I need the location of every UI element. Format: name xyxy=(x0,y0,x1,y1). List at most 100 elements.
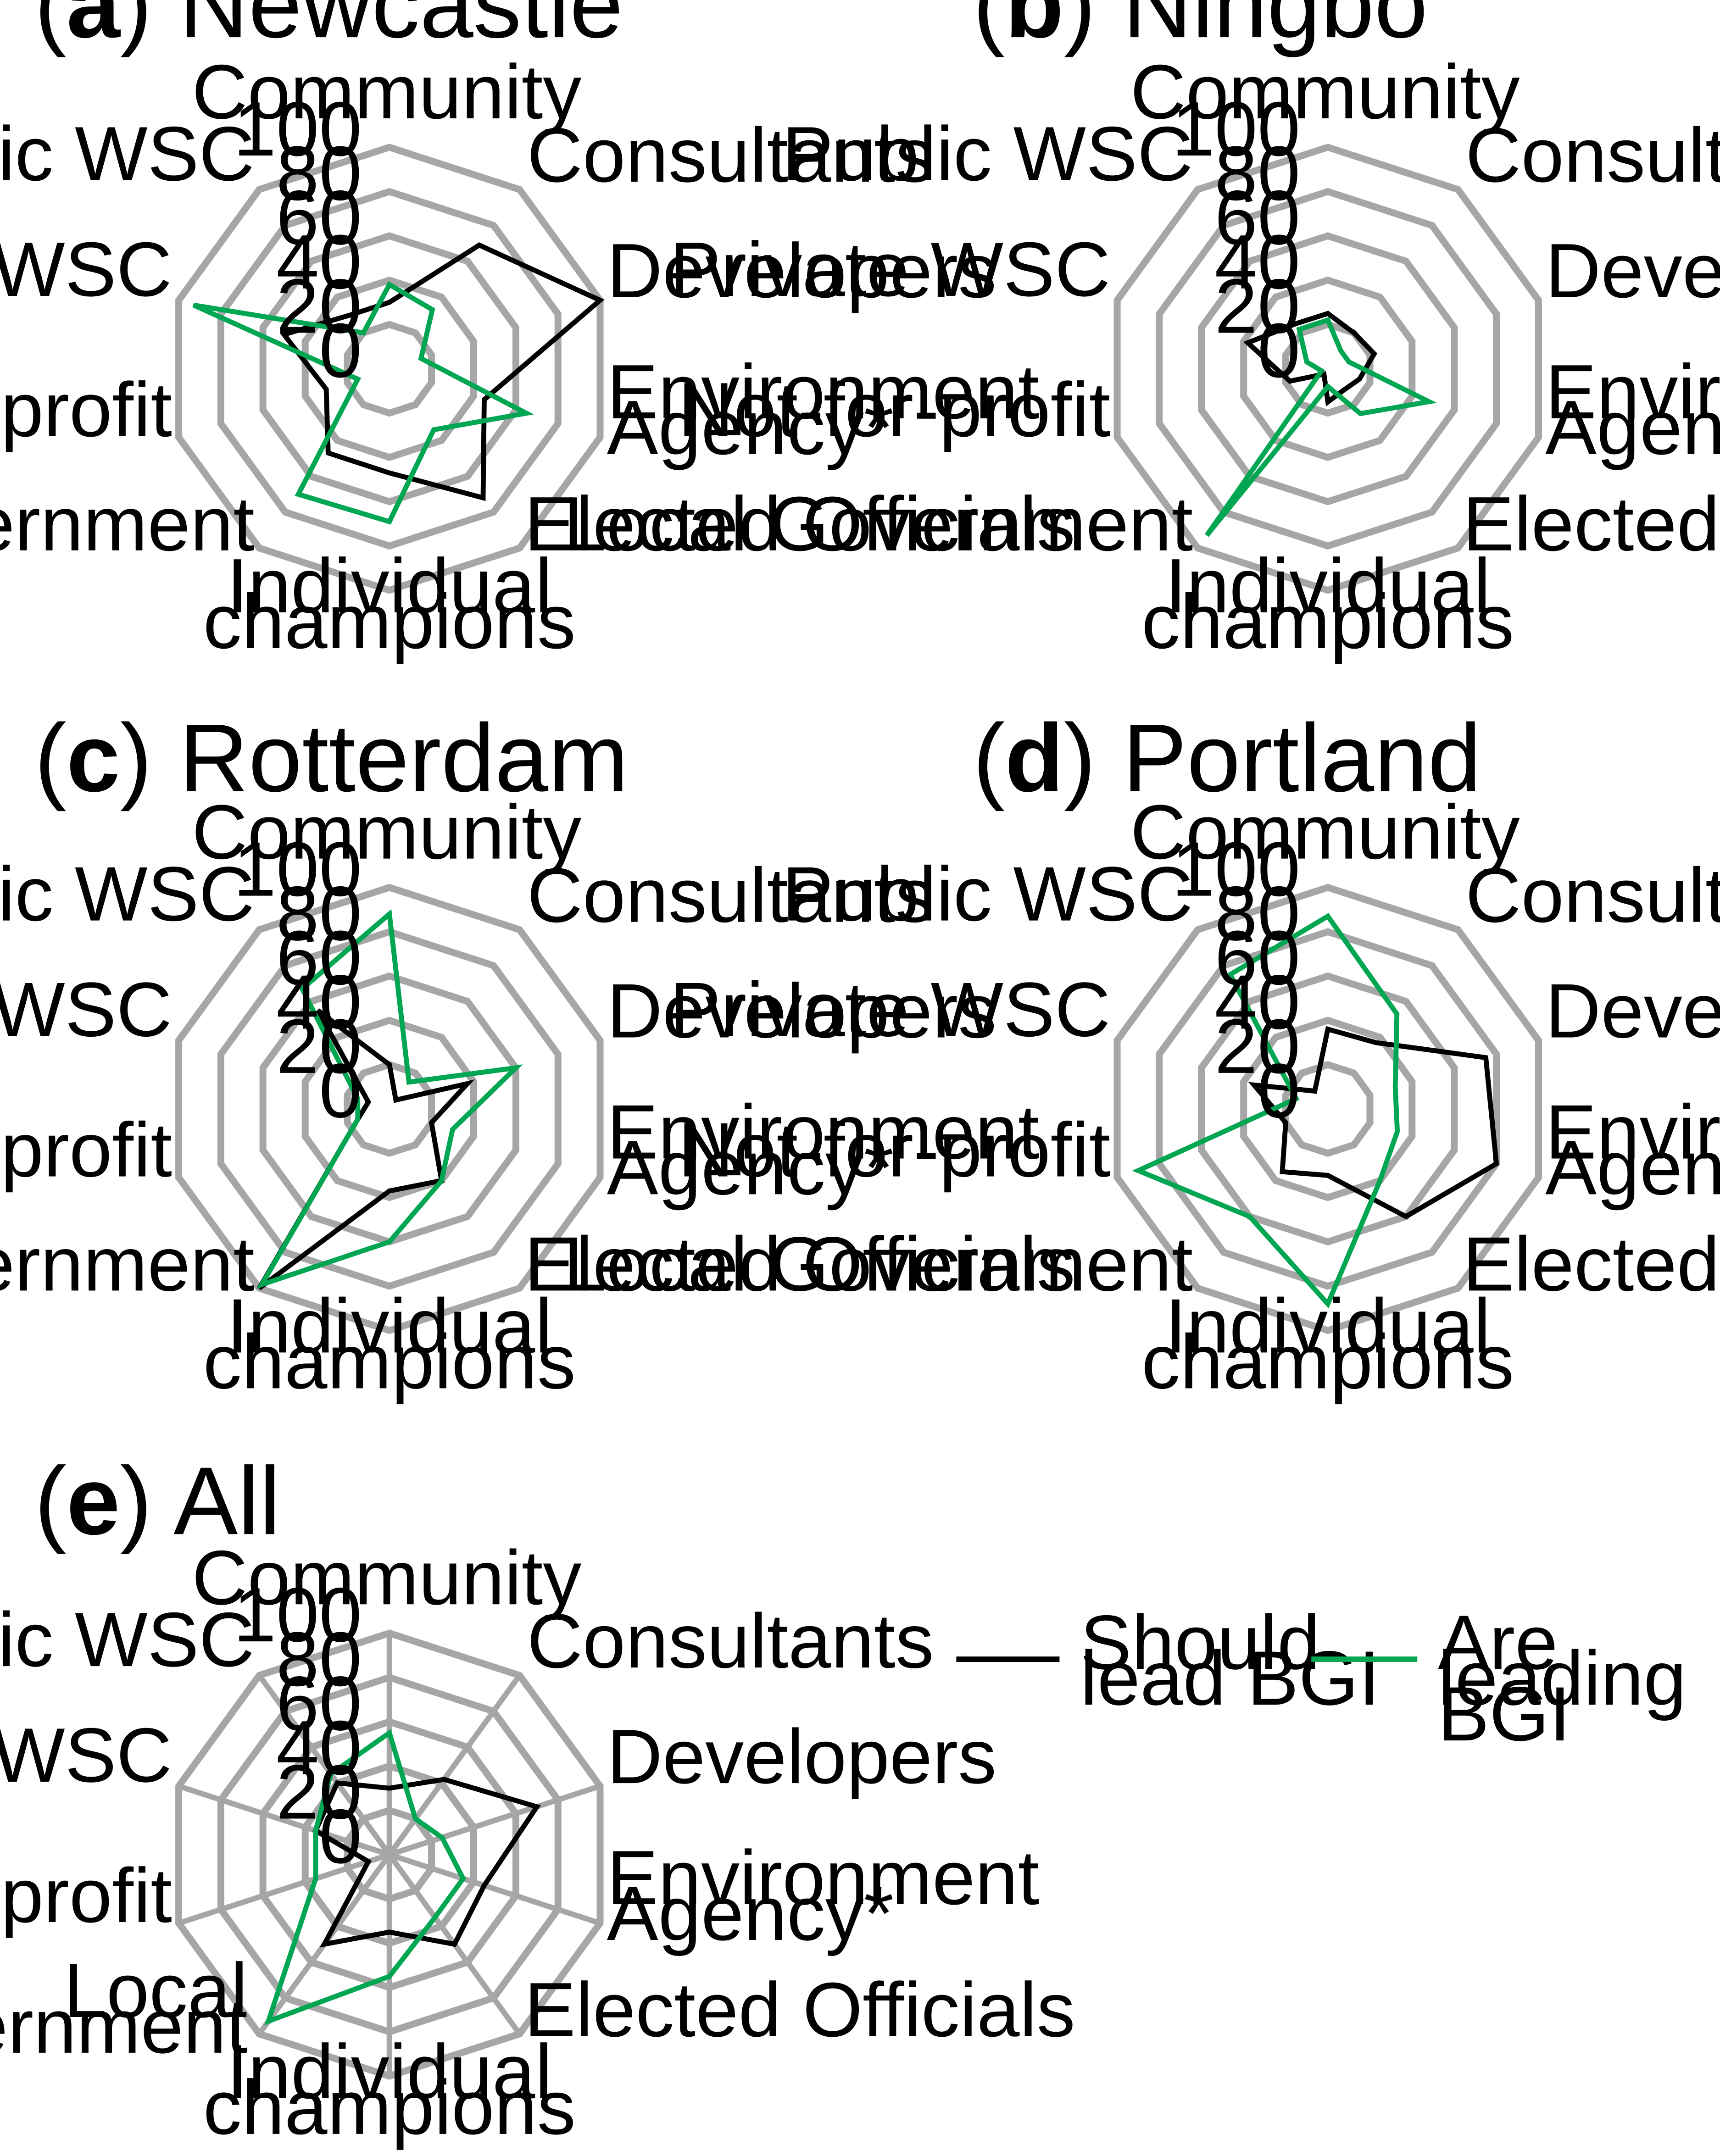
spoke-developers xyxy=(388,1783,601,1857)
axis-label-line: Individual xyxy=(227,2028,552,2115)
axis-label-not-for-profit: Not-for-profit xyxy=(0,367,172,453)
series-are-leading-bgi xyxy=(1132,913,1400,1309)
panel-name: ) Rotterdam xyxy=(120,705,629,812)
spoke-private-wsc xyxy=(178,1783,390,1857)
axis-label-not-for-profit: Not-for-profit xyxy=(0,1852,172,1939)
axis-label-line: Elected Officials xyxy=(524,1221,1075,1307)
panel-title-paren: ( xyxy=(973,705,1005,812)
tick-label-40: 40 xyxy=(276,959,362,1045)
axis-label-environment-agency: EnvironmentAgency* xyxy=(607,1089,1040,1211)
axis-label-elected-officials: Elected Officials xyxy=(524,481,1075,567)
axis-label-individual-champions: Individualchampions xyxy=(203,543,576,665)
tick-label-0: 0 xyxy=(319,1047,362,1134)
radar-panel-b: (b) Ningbo 020406080100CommunityConsultan… xyxy=(563,0,1720,665)
panel-letter: d xyxy=(1005,705,1063,812)
gridlines xyxy=(1113,144,1542,594)
axis-label-private-wsc: Private WSC xyxy=(669,226,1110,312)
axis-label-line: Private WSC xyxy=(669,226,1110,312)
panel-title: (b) Ningbo xyxy=(973,0,1428,58)
gridlines xyxy=(175,144,604,594)
axis-label-community: Community xyxy=(192,789,581,875)
grid-ring-40 xyxy=(301,1017,477,1201)
axis-label-developers: Developers xyxy=(1545,228,1720,314)
axis-label-line: Public WSC xyxy=(782,851,1193,937)
legend-label-line: Should xyxy=(1080,1599,1320,1685)
gridlines xyxy=(1113,884,1542,1334)
axis-label-line: champions xyxy=(203,2064,576,2150)
axis-label-private-wsc: Private WSC xyxy=(0,1712,172,1798)
panel-title: (e) All xyxy=(34,1447,281,1555)
axis-label-community: Community xyxy=(192,1534,581,1621)
axis-label-developers: Developers xyxy=(1545,968,1720,1054)
axis-label-line: Community xyxy=(192,1534,581,1621)
tick-label-80: 80 xyxy=(276,130,362,217)
axis-label-not-for-profit: Not-for-profit xyxy=(0,1106,172,1193)
grid-ring-100 xyxy=(175,144,604,594)
grid-ring-80 xyxy=(1156,188,1500,550)
axis-label-line: Consultants xyxy=(1465,112,1720,198)
axis-label-line: Elected Officials xyxy=(524,1967,1075,2053)
axis-label-consultants: Consultants xyxy=(527,112,934,198)
axis-label-line: Individual xyxy=(227,1283,552,1369)
axis-label-line: Developers xyxy=(1545,968,1720,1054)
axis-label-not-for-profit: Not-for-profit xyxy=(678,1106,1111,1193)
axis-label-line: Environment xyxy=(607,349,1040,435)
tick-label-20: 20 xyxy=(1214,1003,1300,1089)
axis-label-line: Public WSC xyxy=(782,111,1193,197)
series-are-leading-bgi xyxy=(264,1728,466,2026)
axis-label-consultants: Consultants xyxy=(527,1598,934,1684)
tick-label-100: 100 xyxy=(1172,86,1300,172)
axis-label-consultants: Consultants xyxy=(527,852,934,939)
axis-label-line: Not-for-profit xyxy=(678,367,1111,453)
axis-label-line: Developers xyxy=(1545,228,1720,314)
axis-label-line: Agency* xyxy=(1545,1124,1720,1211)
axis-label-not-for-profit: Not-for-profit xyxy=(678,367,1111,453)
axis-label-line: Local Government xyxy=(563,481,1193,567)
series-are-leading-bgi xyxy=(192,281,534,525)
legend-item-should-lead: Shouldlead BGI xyxy=(956,1599,1380,1721)
axis-label-line: Local Government xyxy=(563,1221,1193,1307)
legend-label-line: lead BGI xyxy=(1080,1635,1380,1721)
panel-letter: e xyxy=(67,1447,120,1555)
axis-label-line: Individual xyxy=(1165,1283,1491,1369)
tick-label-0: 0 xyxy=(319,307,362,394)
axis-label-developers: Developers xyxy=(607,228,996,314)
axis-label-developers: Developers xyxy=(607,968,996,1054)
axis-label-community: Community xyxy=(1130,789,1520,875)
axis-label-line: Community xyxy=(192,49,581,135)
axis-label-line: Local Government xyxy=(0,481,255,567)
grid-ring-80 xyxy=(217,188,562,550)
axis-label-line: Consultants xyxy=(527,112,934,198)
axis-label-line: Local xyxy=(63,1947,247,2034)
tick-label-20: 20 xyxy=(276,1749,362,1835)
grid-ring-100 xyxy=(1113,884,1542,1334)
axis-label-local-government: Local Government xyxy=(563,1221,1193,1307)
axis-label-community: Community xyxy=(192,49,581,135)
panel-title-paren: ( xyxy=(34,0,67,58)
axis-label-line: Elected Officials xyxy=(524,481,1075,567)
panel-name: ) Portland xyxy=(1064,705,1481,812)
axis-label-line: Community xyxy=(1130,49,1520,135)
panel-title: (d) Portland xyxy=(973,705,1481,812)
panel-letter: c xyxy=(67,705,120,812)
tick-label-20: 20 xyxy=(276,1003,362,1089)
tick-label-40: 40 xyxy=(1214,219,1300,305)
axis-label-community: Community xyxy=(1130,49,1520,135)
legend-item-are-leading: AreleadingBGI xyxy=(1311,1599,1687,1757)
series-are-leading-bgi xyxy=(256,909,523,1289)
tick-label-40: 40 xyxy=(276,1705,362,1791)
axis-label-line: Agency* xyxy=(607,1870,894,1956)
tick-label-100: 100 xyxy=(1172,826,1300,912)
series-should-lead-bgi xyxy=(1243,311,1378,406)
legend: Shouldlead BGI AreleadingBGI xyxy=(956,1599,1687,1757)
grid-ring-80 xyxy=(1156,928,1500,1290)
series-are-leading-bgi xyxy=(1204,317,1437,537)
axis-label-environment-agency: EnvironmentAgency* xyxy=(1545,349,1720,471)
grid-ring-100 xyxy=(1113,144,1542,594)
tick-label-40: 40 xyxy=(276,219,362,305)
spoke-public-wsc xyxy=(257,1673,392,1856)
series-should-lead-bgi xyxy=(312,1777,541,1948)
axis-label-line: Private WSC xyxy=(0,967,172,1053)
